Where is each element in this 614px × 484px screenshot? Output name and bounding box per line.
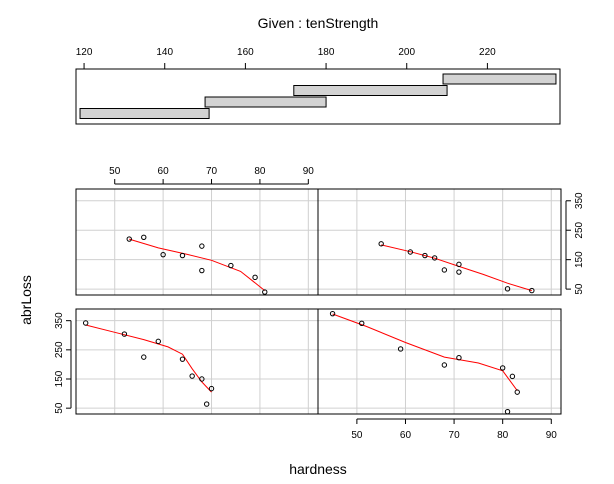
smoother-line <box>129 238 266 291</box>
x-tick-label: 90 <box>303 166 315 177</box>
data-point <box>499 365 506 371</box>
data-point <box>208 385 215 392</box>
panel-1 <box>75 308 319 415</box>
given-tick-label: 160 <box>237 47 254 58</box>
data-point <box>121 331 128 337</box>
given-interval-bar <box>79 108 210 119</box>
given-interval-bar <box>204 96 327 108</box>
panel-frame <box>75 188 319 296</box>
data-point <box>262 289 268 295</box>
x-tick-label: 60 <box>400 430 412 441</box>
data-point <box>141 354 147 360</box>
data-point <box>529 287 535 294</box>
y-tick-label: 50 <box>54 402 65 414</box>
data-point <box>441 267 448 273</box>
data-point <box>359 320 365 326</box>
y-tick-label: 350 <box>574 192 585 209</box>
x-tick-label: 80 <box>497 430 509 441</box>
data-point <box>199 376 205 382</box>
axes: 50 60 70 80 90 50 60 70 80 90 50 150 250 350 50 150 250 3… <box>54 166 585 441</box>
given-bars <box>79 73 557 119</box>
data-point <box>456 355 462 361</box>
x-tick-label: 90 <box>546 430 558 441</box>
data-point <box>199 267 205 274</box>
y-tick-label: 250 <box>574 221 585 238</box>
smoother-line <box>85 324 212 393</box>
data-point <box>141 234 147 240</box>
panels <box>75 188 562 415</box>
given-tick-label: 120 <box>76 47 93 58</box>
data-point <box>179 356 186 362</box>
data-point <box>407 249 414 255</box>
data-point <box>378 241 384 247</box>
data-point <box>203 401 210 407</box>
y-tick-label: 150 <box>54 370 65 387</box>
y-tick-label: 150 <box>574 251 585 268</box>
data-point <box>514 389 520 395</box>
data-point <box>441 362 448 368</box>
data-point <box>329 310 336 317</box>
data-point <box>504 286 511 292</box>
x-tick-label: 80 <box>254 166 266 177</box>
data-point <box>504 408 511 415</box>
data-point <box>228 262 234 269</box>
data-point <box>252 274 258 281</box>
panel-3 <box>75 188 319 296</box>
x-tick-label: 70 <box>449 430 461 441</box>
data-point <box>189 373 195 379</box>
data-point <box>397 346 404 352</box>
y-tick-label: 50 <box>574 283 585 295</box>
panel-4 <box>317 188 562 296</box>
x-axis-title: hardness <box>289 461 347 477</box>
x-tick-label: 50 <box>351 430 363 441</box>
smoother-line <box>381 244 532 292</box>
data-point <box>179 252 186 259</box>
x-tick-label: 70 <box>206 166 218 177</box>
panel-2 <box>317 308 562 415</box>
x-tick-label: 50 <box>109 166 121 177</box>
given-tick-label: 200 <box>398 47 415 58</box>
given-axis: 120 140 160 180 200 220 <box>76 47 496 69</box>
given-title: Given : tenStrength <box>258 15 379 31</box>
data-point <box>82 320 89 326</box>
given-panel <box>75 68 561 125</box>
y-axis-title: abrLoss <box>18 275 34 325</box>
data-point <box>431 255 438 261</box>
data-point <box>422 252 428 259</box>
given-tick-label: 140 <box>156 47 173 58</box>
x-tick-label: 60 <box>158 166 170 177</box>
data-point <box>155 338 161 345</box>
y-tick-label: 250 <box>54 341 65 358</box>
data-point <box>126 236 132 242</box>
panel-frame <box>317 188 562 296</box>
y-tick-label: 350 <box>54 312 65 329</box>
panel-frame <box>75 308 319 415</box>
given-tick-label: 220 <box>479 47 496 58</box>
given-tick-label: 180 <box>318 47 335 58</box>
data-point <box>199 243 205 249</box>
data-point <box>509 373 516 380</box>
data-point <box>456 269 462 275</box>
smoother-line <box>332 313 518 391</box>
panel-frame <box>317 308 562 415</box>
given-interval-bar <box>293 85 448 96</box>
data-point <box>456 261 462 268</box>
given-interval-bar <box>442 73 557 85</box>
data-point <box>160 251 166 258</box>
